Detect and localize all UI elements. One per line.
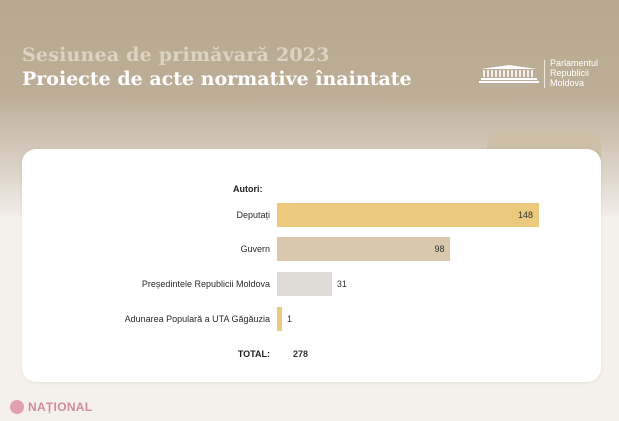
page-title: Proiecte de acte normative înaintate [22,68,412,90]
bar [277,307,282,331]
category-label: Deputați [236,210,270,220]
bar [277,237,451,261]
total-label: TOTAL: [237,349,270,359]
bar [277,203,539,227]
footer-brand-text: NAȚIONAL [28,400,93,414]
bar-value-label: 31 [336,279,347,289]
category-label: Președintele Republicii Moldova [141,279,270,289]
total-value: 278 [293,349,309,359]
national-logo-icon [10,400,24,414]
parliament-building-icon [479,65,539,83]
bar-value-label: 98 [434,244,445,254]
logo-line-3: Moldova [550,78,585,88]
footer-brand: NAȚIONAL [10,399,110,415]
bar-value-label: 1 [287,314,293,324]
category-header: Autori: [233,184,263,194]
parliament-logo: Parlamentul Republicii Moldova [478,58,598,92]
logo-text: Parlamentul Republicii Moldova [550,58,598,88]
bar-value-label: 148 [517,210,533,220]
logo-line-2: Republicii [550,68,590,78]
bar [277,272,332,296]
category-label: Guvern [240,244,270,254]
logo-line-1: Parlamentul [550,58,599,68]
session-subtitle: Sesiunea de primăvară 2023 [22,44,330,66]
category-label: Adunarea Populară a UTA Găgăuzia [124,314,270,324]
chart-card [22,149,601,382]
logo-divider [544,60,545,88]
